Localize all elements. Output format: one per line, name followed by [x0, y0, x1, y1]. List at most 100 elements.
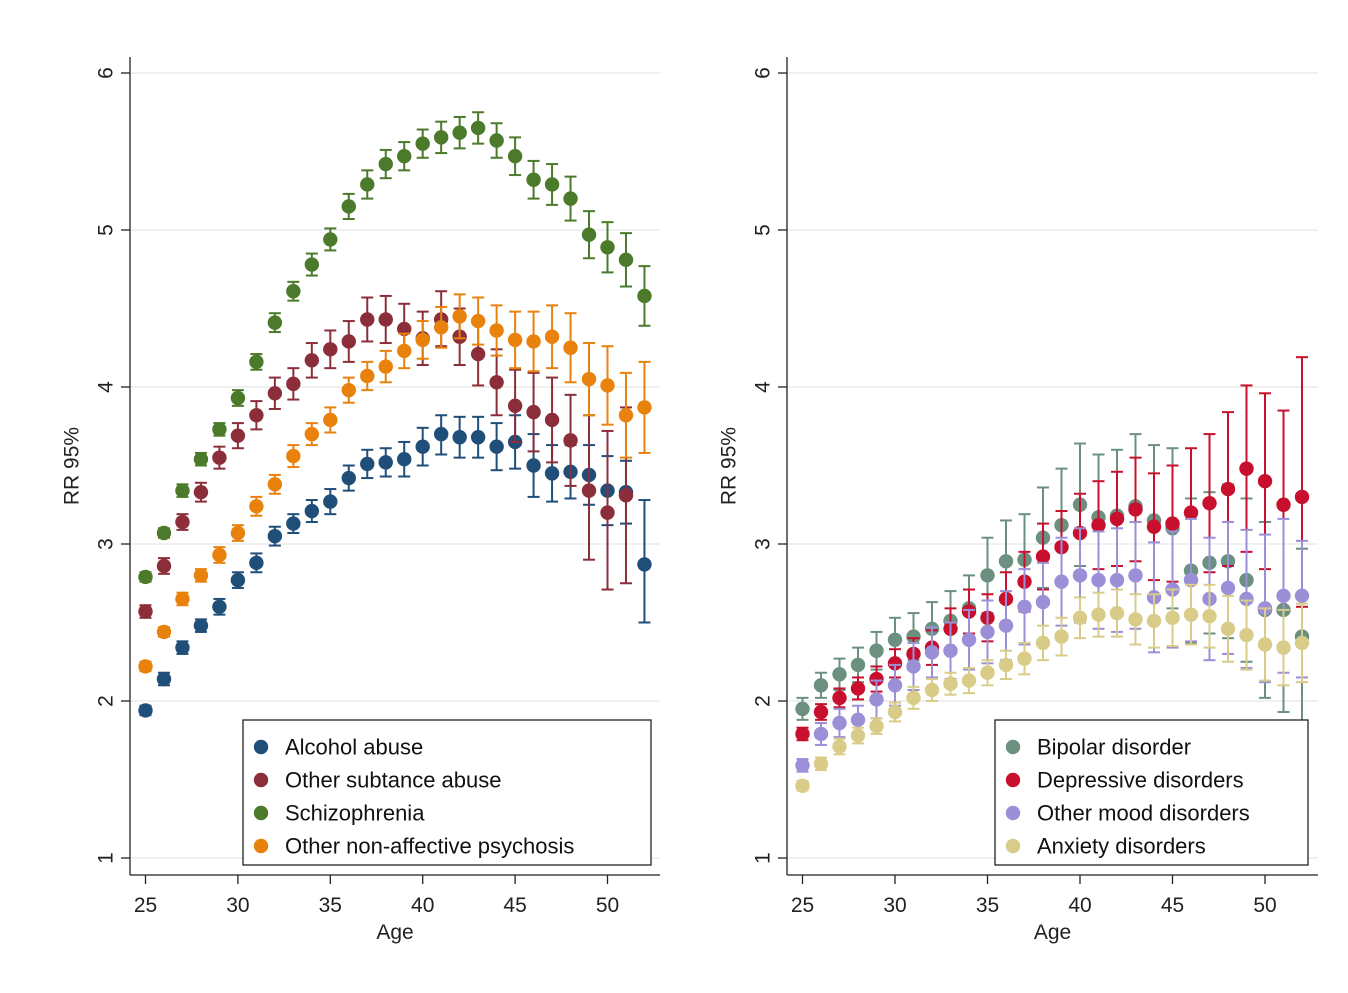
data-point — [193, 568, 209, 583]
data-point — [1257, 474, 1273, 489]
data-point — [1109, 511, 1125, 527]
x-tick-label: 25 — [791, 894, 814, 917]
data-point — [887, 632, 903, 647]
data-point — [507, 149, 523, 164]
data-point — [360, 312, 375, 327]
data-point — [795, 726, 810, 742]
data-point — [526, 334, 541, 349]
data-point — [175, 640, 190, 655]
y-axis-title: RR 95% — [61, 427, 84, 505]
x-tick-label: 45 — [503, 894, 526, 917]
data-point — [1035, 549, 1051, 564]
data-point — [1146, 613, 1162, 629]
x-tick-label: 50 — [596, 894, 619, 917]
legend-label: Alcohol abuse — [285, 735, 423, 760]
data-point — [470, 346, 486, 362]
x-tick-label: 25 — [134, 894, 157, 917]
data-point — [267, 528, 283, 544]
data-point — [378, 455, 393, 470]
data-point — [887, 678, 903, 693]
data-point — [637, 400, 652, 415]
data-point — [286, 284, 301, 299]
data-point — [397, 343, 412, 359]
data-point — [1017, 651, 1032, 666]
legend-label: Bipolar disorder — [1037, 735, 1191, 760]
legend-marker — [1005, 739, 1021, 755]
data-point — [230, 572, 246, 588]
data-point — [507, 332, 523, 348]
data-point — [581, 227, 597, 242]
data-point — [286, 448, 301, 464]
data-point — [850, 728, 866, 743]
data-point — [415, 439, 430, 454]
data-point — [433, 130, 449, 145]
data-point — [415, 136, 430, 151]
legend-label: Anxiety disorders — [1037, 834, 1206, 859]
data-point — [795, 758, 810, 773]
data-point — [378, 312, 393, 327]
legend: Bipolar disorder Depressive disorders Othe… — [994, 719, 1309, 866]
data-point — [323, 342, 338, 357]
data-point — [906, 629, 921, 644]
x-tick-label: 35 — [976, 894, 999, 917]
data-point — [304, 353, 320, 368]
data-point — [618, 252, 634, 268]
y-tick-label: 5 — [752, 224, 775, 236]
data-point — [267, 386, 283, 401]
data-point — [795, 778, 810, 793]
data-point — [489, 375, 504, 390]
data-point — [1165, 516, 1180, 531]
data-point — [360, 368, 375, 384]
data-point — [230, 525, 246, 541]
data-point — [1035, 594, 1051, 610]
data-point — [452, 430, 467, 445]
data-point — [544, 412, 560, 428]
data-point — [961, 673, 977, 688]
data-point — [415, 332, 430, 348]
y-tick-label: 2 — [752, 695, 775, 707]
data-point — [1054, 574, 1069, 589]
data-point — [378, 359, 393, 374]
data-point — [832, 690, 847, 706]
data-point — [980, 665, 995, 680]
data-point — [175, 514, 190, 530]
data-point — [249, 499, 264, 514]
x-tick-label: 30 — [226, 894, 249, 917]
data-point — [1146, 519, 1162, 534]
data-point — [795, 701, 810, 717]
data-point — [1091, 607, 1106, 622]
data-point — [581, 483, 597, 498]
data-point — [156, 671, 172, 687]
data-point — [175, 483, 190, 498]
y-tick-label: 3 — [95, 538, 118, 550]
legend-marker — [253, 838, 269, 854]
x-tick-label: 40 — [1068, 894, 1091, 917]
data-point — [869, 671, 884, 687]
data-point — [286, 376, 301, 392]
data-point — [1183, 505, 1199, 520]
data-point — [489, 439, 504, 454]
data-point — [507, 398, 523, 414]
data-point — [526, 458, 541, 473]
data-point — [138, 604, 153, 619]
data-point — [397, 321, 412, 337]
data-point — [249, 555, 264, 571]
data-point — [470, 430, 486, 445]
data-point — [637, 288, 652, 304]
legend-marker — [253, 772, 269, 788]
data-point — [470, 120, 486, 136]
data-point — [850, 657, 866, 673]
data-point — [563, 340, 578, 355]
data-point — [212, 422, 227, 437]
data-point — [156, 624, 172, 640]
x-axis-title: Age — [376, 921, 413, 944]
data-point — [341, 199, 356, 214]
data-point — [850, 712, 866, 728]
data-point — [924, 645, 940, 660]
x-tick-label: 40 — [411, 894, 434, 917]
data-point — [193, 618, 209, 633]
data-point — [832, 667, 847, 682]
data-point — [341, 382, 356, 398]
legend-marker — [1005, 838, 1021, 854]
